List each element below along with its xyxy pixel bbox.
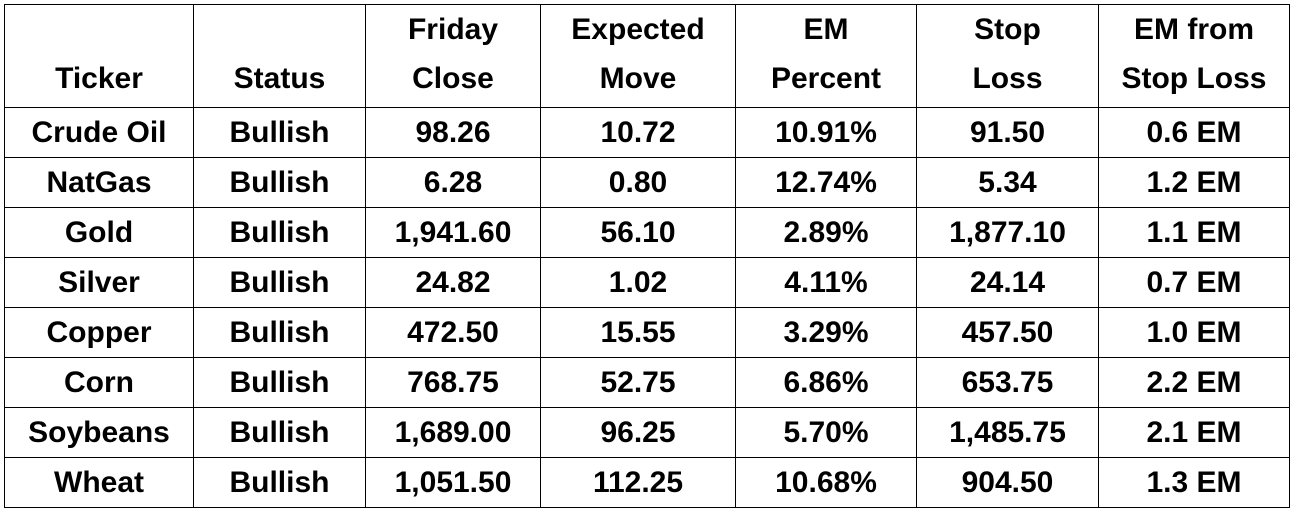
header-row: Ticker Status Friday Close Expected Move… [4, 4, 1290, 108]
cell-friday-close: 98.26 [365, 107, 541, 158]
header-friday-close: Friday Close [365, 4, 541, 108]
cell-ticker: Copper [4, 307, 194, 358]
table-row: Crude Oil Bullish 98.26 10.72 10.91% 91.… [4, 107, 1290, 158]
cell-ticker: NatGas [4, 157, 194, 208]
header-expected-move-line2: Move [599, 62, 677, 95]
commodity-table: Ticker Status Friday Close Expected Move… [4, 4, 1290, 508]
cell-friday-close: 6.28 [365, 157, 541, 208]
cell-stop-loss: 653.75 [916, 357, 1099, 408]
table-row: Copper Bullish 472.50 15.55 3.29% 457.50… [4, 307, 1290, 358]
cell-ticker: Wheat [4, 457, 194, 508]
cell-em-from-stop-loss: 1.2 EM [1098, 157, 1290, 208]
cell-em-percent: 6.86% [735, 357, 917, 408]
table-row: Gold Bullish 1,941.60 56.10 2.89% 1,877.… [4, 207, 1290, 258]
header-status: Status [193, 4, 366, 108]
header-ticker: Ticker [4, 4, 194, 108]
cell-ticker: Corn [4, 357, 194, 408]
cell-ticker: Crude Oil [4, 107, 194, 158]
cell-stop-loss: 5.34 [916, 157, 1099, 208]
table-header: Ticker Status Friday Close Expected Move… [4, 4, 1290, 108]
cell-status: Bullish [193, 357, 366, 408]
cell-expected-move: 56.10 [540, 207, 736, 258]
cell-status: Bullish [193, 257, 366, 308]
cell-status: Bullish [193, 407, 366, 458]
cell-em-from-stop-loss: 0.7 EM [1098, 257, 1290, 308]
cell-friday-close: 1,941.60 [365, 207, 541, 258]
header-em-percent: EM Percent [735, 4, 917, 108]
cell-em-percent: 10.68% [735, 457, 917, 508]
cell-em-percent: 12.74% [735, 157, 917, 208]
table-row: Wheat Bullish 1,051.50 112.25 10.68% 904… [4, 457, 1290, 508]
cell-em-percent: 2.89% [735, 207, 917, 258]
cell-em-from-stop-loss: 1.3 EM [1098, 457, 1290, 508]
table-row: NatGas Bullish 6.28 0.80 12.74% 5.34 1.2… [4, 157, 1290, 208]
header-stop-loss: Stop Loss [916, 4, 1099, 108]
cell-friday-close: 1,051.50 [365, 457, 541, 508]
cell-status: Bullish [193, 307, 366, 358]
cell-em-from-stop-loss: 1.0 EM [1098, 307, 1290, 358]
header-em-percent-line2: Percent [770, 62, 882, 95]
cell-status: Bullish [193, 157, 366, 208]
header-ticker-line1 [5, 5, 193, 54]
cell-em-from-stop-loss: 2.2 EM [1098, 357, 1290, 408]
cell-expected-move: 1.02 [540, 257, 736, 308]
cell-em-percent: 5.70% [735, 407, 917, 458]
table-row: Corn Bullish 768.75 52.75 6.86% 653.75 2… [4, 357, 1290, 408]
cell-status: Bullish [193, 107, 366, 158]
cell-em-percent: 3.29% [735, 307, 917, 358]
cell-status: Bullish [193, 207, 366, 258]
header-em-from-stop-loss: EM from Stop Loss [1098, 4, 1290, 108]
cell-ticker: Soybeans [4, 407, 194, 458]
cell-em-from-stop-loss: 2.1 EM [1098, 407, 1290, 458]
cell-stop-loss: 457.50 [916, 307, 1099, 358]
cell-ticker: Silver [4, 257, 194, 308]
header-em-from-stop-loss-line1: EM from [1134, 13, 1254, 46]
cell-friday-close: 768.75 [365, 357, 541, 408]
header-friday-close-line1: Friday [407, 13, 499, 46]
cell-em-from-stop-loss: 0.6 EM [1098, 107, 1290, 158]
cell-ticker: Gold [4, 207, 194, 258]
cell-friday-close: 472.50 [365, 307, 541, 358]
header-em-from-stop-loss-line2: Stop Loss [1121, 62, 1267, 95]
header-status-line2: Status [233, 62, 326, 95]
cell-em-percent: 10.91% [735, 107, 917, 158]
table-body: Crude Oil Bullish 98.26 10.72 10.91% 91.… [4, 107, 1290, 508]
table-row: Silver Bullish 24.82 1.02 4.11% 24.14 0.… [4, 257, 1290, 308]
cell-status: Bullish [193, 457, 366, 508]
header-stop-loss-line1: Stop [974, 13, 1041, 46]
header-ticker-line2: Ticker [55, 62, 143, 95]
header-stop-loss-line2: Loss [972, 62, 1043, 95]
header-status-line1 [194, 5, 365, 54]
cell-expected-move: 96.25 [540, 407, 736, 458]
cell-expected-move: 0.80 [540, 157, 736, 208]
header-expected-move: Expected Move [540, 4, 736, 108]
cell-friday-close: 1,689.00 [365, 407, 541, 458]
cell-stop-loss: 91.50 [916, 107, 1099, 158]
cell-em-percent: 4.11% [735, 257, 917, 308]
cell-stop-loss: 1,877.10 [916, 207, 1099, 258]
cell-stop-loss: 1,485.75 [916, 407, 1099, 458]
cell-expected-move: 112.25 [540, 457, 736, 508]
table-row: Soybeans Bullish 1,689.00 96.25 5.70% 1,… [4, 407, 1290, 458]
cell-stop-loss: 24.14 [916, 257, 1099, 308]
cell-expected-move: 52.75 [540, 357, 736, 408]
cell-friday-close: 24.82 [365, 257, 541, 308]
cell-expected-move: 15.55 [540, 307, 736, 358]
cell-stop-loss: 904.50 [916, 457, 1099, 508]
header-em-percent-line1: EM [803, 13, 849, 46]
header-expected-move-line1: Expected [571, 13, 705, 46]
cell-expected-move: 10.72 [540, 107, 736, 158]
cell-em-from-stop-loss: 1.1 EM [1098, 207, 1290, 258]
header-friday-close-line2: Close [412, 62, 494, 95]
